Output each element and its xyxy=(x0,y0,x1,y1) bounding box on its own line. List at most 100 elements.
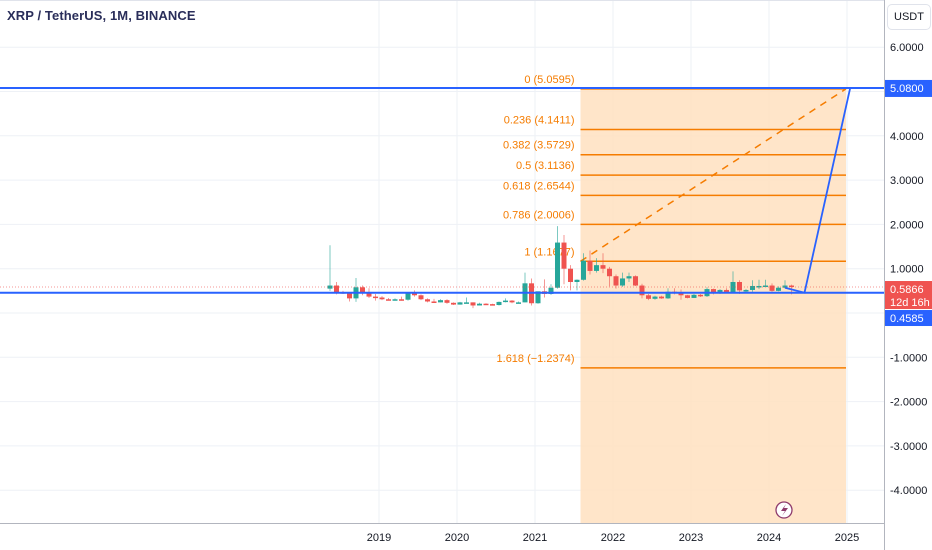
candle xyxy=(444,299,450,304)
candle xyxy=(347,293,352,302)
fib-trend-line xyxy=(580,88,847,262)
candle xyxy=(418,294,424,301)
candle-body xyxy=(444,300,450,303)
candle xyxy=(639,283,645,299)
candle-body xyxy=(561,242,567,269)
candle-body xyxy=(360,287,365,293)
time-tick-label: 2025 xyxy=(835,532,859,544)
candle-body xyxy=(470,302,476,306)
candle xyxy=(763,279,768,288)
price-tag-last-text: 0.5866 xyxy=(890,284,924,296)
candle-body xyxy=(490,304,495,306)
candle xyxy=(633,275,638,286)
candle-body xyxy=(412,293,417,296)
price-tick-label: -1.0000 xyxy=(890,352,927,364)
candle xyxy=(535,291,541,304)
fib-level-label: 0.5 (3.1136) xyxy=(516,160,575,172)
candle-body xyxy=(548,287,554,294)
candle-body xyxy=(626,276,632,279)
candle-body xyxy=(717,289,723,293)
candle xyxy=(490,303,495,306)
candle-body xyxy=(633,276,638,286)
lightning-icon-bolt xyxy=(781,504,788,516)
currency-unit-button[interactable]: USDT xyxy=(887,4,931,30)
candle xyxy=(386,297,391,301)
candle-body xyxy=(685,295,690,298)
candle-body xyxy=(600,265,606,269)
candle-body xyxy=(366,292,372,297)
candle xyxy=(652,295,658,300)
fib-zone xyxy=(580,88,846,524)
time-tick-label: 2021 xyxy=(523,532,547,544)
price-tag-last-text: 12d 16h xyxy=(890,297,930,309)
price-tag-level-bottom-text: 0.4585 xyxy=(890,313,924,325)
candle xyxy=(477,302,482,306)
candle-body xyxy=(711,289,716,293)
candle-body xyxy=(483,303,489,306)
price-tick-label: 2.0000 xyxy=(890,219,924,231)
candle xyxy=(594,258,599,273)
price-tag-level-top-text: 5.0800 xyxy=(890,83,924,95)
projection-path xyxy=(784,88,851,294)
candle xyxy=(587,250,593,275)
candle xyxy=(464,297,469,304)
candle-body xyxy=(464,302,469,304)
time-tick-label: 2023 xyxy=(679,532,703,544)
candle-body xyxy=(613,276,619,286)
candle-body xyxy=(392,299,398,301)
price-tick-label: -3.0000 xyxy=(890,441,927,453)
candle xyxy=(431,298,437,303)
candle-body xyxy=(379,297,385,300)
candle-body xyxy=(587,260,593,271)
candle xyxy=(483,303,489,306)
fib-retracement[interactable]: 0 (5.0595) 0.236 (4.1411) 0.382 (3.5729) 0.… xyxy=(497,74,847,524)
candle xyxy=(581,253,586,281)
price-tag-level-bottom-bg xyxy=(885,310,932,327)
candle xyxy=(503,298,508,303)
candle-body xyxy=(782,285,788,288)
candle-body xyxy=(555,242,560,288)
candle xyxy=(399,296,404,301)
candle xyxy=(743,289,749,293)
candle xyxy=(782,280,788,289)
price-tag-level-bottom: 0.4585 xyxy=(885,310,932,327)
candle-body xyxy=(678,292,684,296)
candles xyxy=(327,226,794,309)
price-tick-label: 4.0000 xyxy=(890,131,924,143)
candle xyxy=(613,274,619,289)
symbol-title[interactable]: XRP / TetherUS, 1M, BINANCE xyxy=(7,8,196,23)
candle xyxy=(392,298,398,301)
candle-body xyxy=(386,299,391,301)
candle-body xyxy=(438,300,443,303)
candle xyxy=(691,293,697,298)
time-tick-label: 2020 xyxy=(445,532,469,544)
candle-body xyxy=(776,287,781,291)
candle xyxy=(425,298,430,303)
fib-level-label: 0.618 (2.6544) xyxy=(503,180,575,192)
price-tag-last-bg xyxy=(885,281,932,310)
candle-body xyxy=(691,294,697,298)
time-tick-label: 2024 xyxy=(757,532,781,544)
candle xyxy=(353,278,359,302)
candle xyxy=(776,286,781,292)
fib-level-label: 0 (5.0595) xyxy=(524,74,574,86)
fib-level-label: 0.236 (4.1411) xyxy=(504,115,575,127)
candle xyxy=(470,302,476,309)
candle-body xyxy=(607,268,612,277)
time-tick-label: 2022 xyxy=(601,532,625,544)
drawings[interactable] xyxy=(0,86,884,519)
candle xyxy=(646,293,651,301)
lightning-icon[interactable] xyxy=(775,501,793,519)
candle-body xyxy=(574,279,580,282)
candle xyxy=(516,301,521,304)
candle xyxy=(379,296,385,301)
candle-body xyxy=(535,291,541,304)
candle xyxy=(620,272,625,287)
candle-body xyxy=(789,285,794,288)
candle xyxy=(522,272,528,303)
candle xyxy=(698,293,703,298)
candle-body xyxy=(652,296,658,299)
